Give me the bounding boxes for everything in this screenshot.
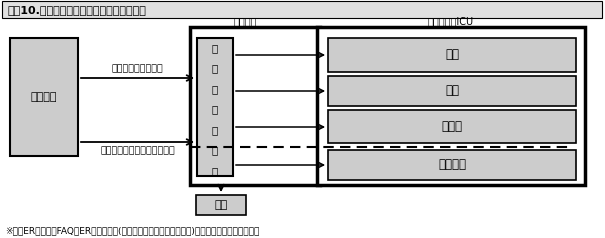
Bar <box>328 110 576 143</box>
Text: 救急車等による搬送: 救急車等による搬送 <box>112 64 163 74</box>
Bar <box>10 38 78 156</box>
Text: ー: ー <box>212 145 218 155</box>
Text: 外科: 外科 <box>445 84 459 98</box>
Text: り: り <box>212 64 218 74</box>
Bar <box>328 150 576 180</box>
Bar <box>328 76 576 106</box>
Text: 分: 分 <box>212 84 218 94</box>
Text: 帰宅: 帰宅 <box>214 200 227 210</box>
Text: け: け <box>212 104 218 114</box>
Bar <box>317 27 585 185</box>
Bar <box>328 38 576 72</box>
Bar <box>190 27 320 185</box>
Bar <box>197 38 233 176</box>
Text: 内科: 内科 <box>445 49 459 61</box>
Text: ※　「ERシステムFAQ」ER検討委員会(日本救急医学会ホームページ)の図３をもとに、筆者作成: ※ 「ERシステムFAQ」ER検討委員会(日本救急医学会ホームページ)の図３をも… <box>5 227 260 235</box>
Text: 救急患者: 救急患者 <box>31 92 57 102</box>
Bar <box>196 195 246 215</box>
Text: 救急外来: 救急外来 <box>234 16 257 26</box>
Text: 各専門科: 各専門科 <box>438 159 466 172</box>
Text: ナ: ナ <box>212 125 218 135</box>
Text: ス: ス <box>212 166 218 176</box>
Text: 小児科: 小児科 <box>442 120 462 133</box>
Bar <box>2 1 602 18</box>
Text: 各科病棟、ICU: 各科病棟、ICU <box>428 16 474 26</box>
Text: 振: 振 <box>212 43 218 53</box>
Text: 図表10.　各科相乗り型の救急医療システム: 図表10. 各科相乗り型の救急医療システム <box>8 5 147 15</box>
Text: 徒歩・マイカーなどでの外来: 徒歩・マイカーなどでの外来 <box>100 147 175 155</box>
